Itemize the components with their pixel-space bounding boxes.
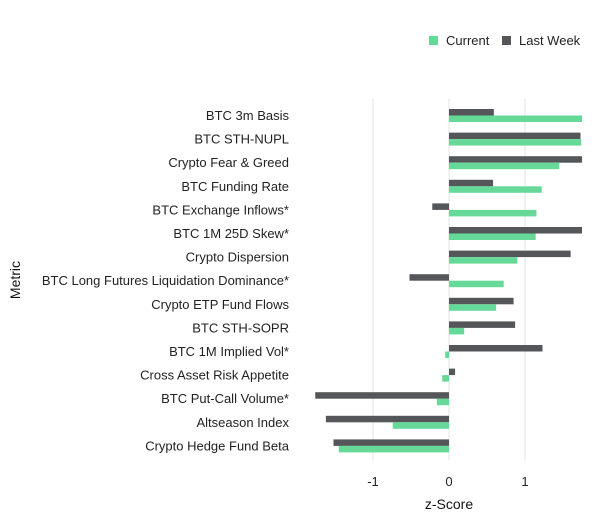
category-label-12: BTC Put-Call Volume* bbox=[161, 391, 289, 406]
x-tick-labels: -1 0 1 bbox=[367, 474, 528, 489]
category-label-9: BTC STH-SOPR bbox=[192, 320, 289, 335]
bar-last-week-14 bbox=[333, 439, 449, 446]
bar-current-5 bbox=[449, 233, 536, 240]
category-labels: BTC 3m Basis BTC STH-NUPL Crypto Fear & Gr… bbox=[42, 108, 290, 453]
bar-current-11 bbox=[442, 375, 449, 382]
category-label-10: BTC 1M Implied Vol* bbox=[169, 344, 289, 359]
bar-last-week-8 bbox=[449, 297, 514, 305]
category-label-13: Altseason Index bbox=[196, 415, 289, 430]
bar-last-week-1 bbox=[449, 132, 581, 140]
y-axis-title: Metric bbox=[7, 261, 23, 299]
bar-last-week-11 bbox=[449, 368, 456, 376]
bar-current-7 bbox=[449, 280, 504, 288]
bar-layer bbox=[315, 109, 582, 453]
x-tick-label-1: 0 bbox=[445, 474, 452, 489]
bar-current-14 bbox=[338, 445, 449, 453]
bar-current-10 bbox=[445, 351, 449, 358]
category-label-6: Crypto Dispersion bbox=[186, 250, 289, 265]
bar-current-2 bbox=[449, 162, 560, 170]
bar-last-week-7 bbox=[409, 274, 449, 281]
bar-current-4 bbox=[449, 209, 537, 217]
legend: Current Last Week bbox=[429, 33, 581, 48]
bar-last-week-4 bbox=[432, 203, 449, 210]
category-label-3: BTC Funding Rate bbox=[181, 179, 289, 194]
category-label-1: BTC STH-NUPL bbox=[194, 132, 289, 147]
legend-label-last-week: Last Week bbox=[519, 33, 581, 48]
category-label-5: BTC 1M 25D Skew* bbox=[173, 226, 289, 241]
legend-label-current: Current bbox=[446, 33, 490, 48]
bar-last-week-12 bbox=[315, 392, 449, 399]
bar-last-week-5 bbox=[449, 227, 582, 234]
bar-current-3 bbox=[449, 186, 542, 193]
category-label-0: BTC 3m Basis bbox=[206, 108, 290, 123]
legend-swatch-current bbox=[429, 36, 438, 45]
bar-current-8 bbox=[449, 304, 497, 311]
category-label-11: Cross Asset Risk Appetite bbox=[140, 368, 289, 383]
category-label-4: BTC Exchange Inflows* bbox=[152, 202, 289, 217]
bar-current-9 bbox=[449, 327, 465, 335]
bar-last-week-0 bbox=[449, 109, 494, 116]
x-tick-label-0: -1 bbox=[367, 474, 379, 489]
category-label-7: BTC Long Futures Liquidation Dominance* bbox=[42, 273, 289, 288]
bar-last-week-6 bbox=[449, 250, 571, 258]
x-tick-label-2: 1 bbox=[521, 474, 528, 489]
bar-current-0 bbox=[449, 115, 582, 122]
bar-current-1 bbox=[449, 139, 582, 146]
bar-current-12 bbox=[436, 398, 449, 406]
bar-last-week-3 bbox=[449, 179, 494, 187]
bar-last-week-10 bbox=[449, 345, 543, 352]
bar-current-13 bbox=[392, 422, 449, 429]
bar-current-6 bbox=[449, 257, 518, 264]
bar-last-week-13 bbox=[325, 415, 449, 423]
bar-last-week-9 bbox=[449, 321, 516, 328]
category-label-2: Crypto Fear & Greed bbox=[168, 155, 289, 170]
category-label-8: Crypto ETP Fund Flows bbox=[151, 297, 289, 312]
bar-last-week-2 bbox=[449, 156, 582, 163]
legend-swatch-last-week bbox=[502, 36, 511, 45]
x-axis-title: z-Score bbox=[425, 496, 473, 512]
category-label-14: Crypto Hedge Fund Beta bbox=[145, 438, 290, 453]
